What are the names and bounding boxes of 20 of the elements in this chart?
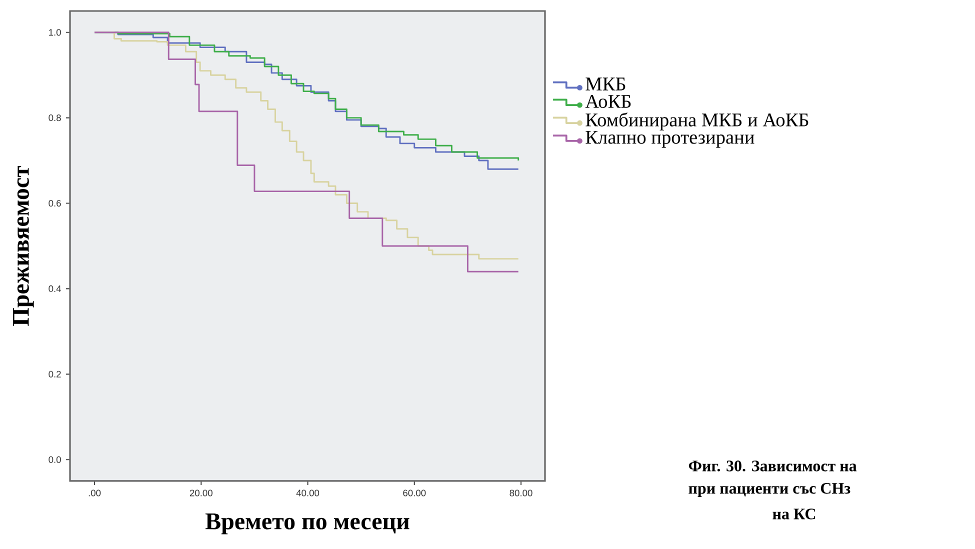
legend-label: Комбинирана МКБ и АоКБ (586, 112, 808, 130)
text: Фиг. 30. Зависимост на (688, 460, 857, 472)
y-tick-label: 1.0 (49, 29, 61, 36)
x-axis-title: Времето по месеци (205, 513, 410, 534)
x-tick-label: 20.00 (190, 490, 212, 496)
y-tick-label: 0.4 (48, 285, 62, 292)
y-tick-label: 0.8 (48, 114, 61, 122)
y-tick-label: 0.0 (48, 456, 61, 463)
legend-label: Клапно протезирани (586, 130, 754, 148)
x-tick-label: 60.00 (403, 490, 426, 496)
text: на КС (772, 508, 816, 520)
text: при пациенти със СНз (688, 482, 850, 497)
x-tick-label: .00 (88, 490, 101, 496)
legend-label: АоКБ (585, 95, 631, 108)
x-tick-label: 80.00 (510, 490, 532, 496)
legend-label: МКБ (586, 78, 626, 90)
x-tick-label: 40.00 (296, 490, 320, 496)
y-tick-label: 0.6 (48, 200, 61, 207)
y-tick-label: 0.2 (48, 370, 61, 378)
y-axis-title: Преживяемост (13, 166, 34, 326)
